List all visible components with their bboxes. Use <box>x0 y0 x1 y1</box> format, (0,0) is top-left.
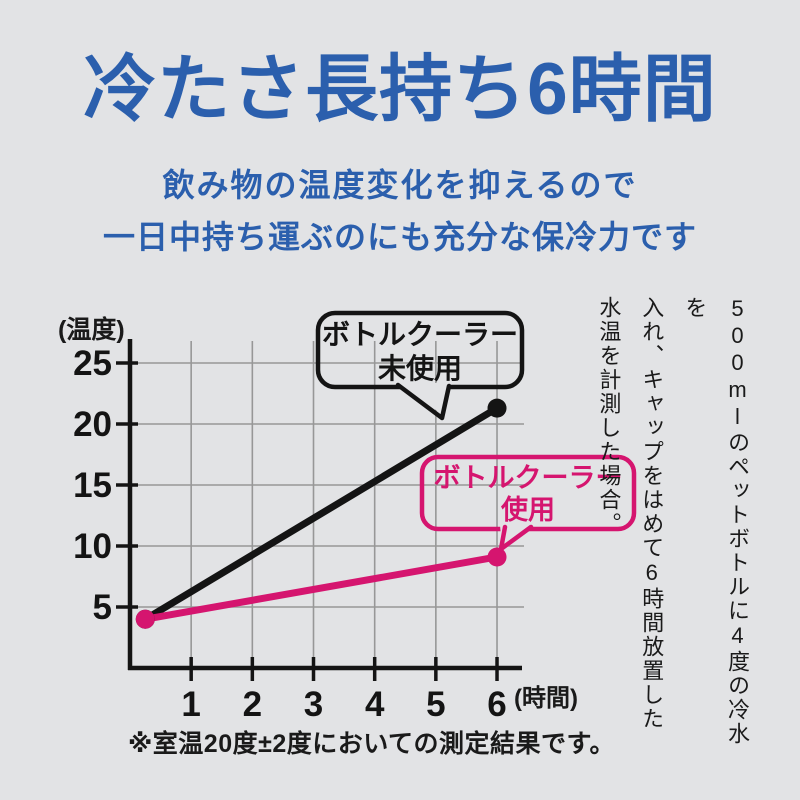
x-axis-tick-label: 6 <box>487 685 506 724</box>
series-point-cooler-used <box>135 609 155 629</box>
x-axis-unit-label: (時間) <box>514 685 578 712</box>
y-axis-tick-label: 10 <box>73 527 112 566</box>
page-title: 冷たさ長持ち6時間 <box>83 49 717 130</box>
y-axis-tick-label: 15 <box>73 466 112 505</box>
x-axis-tick-label: 3 <box>304 685 323 724</box>
series-point-cooler-unused <box>487 398 507 418</box>
subtitle-line-2: 一日中持ち運ぶのにも充分な保冷力です <box>102 219 697 255</box>
chart-plot-area: 5 10 15 20 25 1 2 3 4 5 6 <box>73 339 524 724</box>
y-axis-tick-label: 20 <box>73 405 112 444</box>
callout-unused-line2: 未使用 <box>378 353 462 384</box>
side-note-line-2: 入れ、キャップをはめて6時間放置した <box>639 296 665 731</box>
callout-used-line1: ボトルクーラー <box>434 463 623 493</box>
side-note-line-1: 500mlのペットボトルに4度の冷水を <box>682 296 750 746</box>
x-axis-tick-label: 1 <box>181 685 200 724</box>
callout-unused-tail <box>395 382 452 421</box>
callout-used-line2: 使用 <box>500 495 555 525</box>
series-point-cooler-used <box>487 547 507 567</box>
series-line-cooler-used <box>141 553 501 623</box>
callout-unused-line1: ボトルクーラー <box>322 319 518 350</box>
callout-unused-tail-fill <box>398 383 450 415</box>
callout-cooler-unused: ボトルクーラー 未使用 <box>315 310 525 421</box>
side-note-line-3: 水温を計測した場合。 <box>596 296 622 536</box>
x-axis-tick-label: 5 <box>426 685 445 724</box>
series-line-cooler-unused <box>141 404 501 623</box>
measurement-conditions-vertical-note: 500mlのペットボトルに4度の冷水を 入れ、キャップをはめて6時間放置した 水… <box>586 296 758 768</box>
y-axis-tick-label: 25 <box>73 344 112 383</box>
measurement-footnote: ※室温20度±2度においての測定結果です。 <box>128 730 615 758</box>
callout-used-tail <box>498 524 534 552</box>
x-axis-tick-label: 2 <box>243 685 262 724</box>
y-axis-unit-label: (温度) <box>58 315 125 344</box>
y-axis-tick-label: 5 <box>93 588 112 627</box>
subtitle-line-1: 飲み物の温度変化を抑えるので <box>162 167 638 203</box>
x-axis-tick-label: 4 <box>365 685 385 724</box>
callout-cooler-used: ボトルクーラー 使用 <box>419 454 637 552</box>
